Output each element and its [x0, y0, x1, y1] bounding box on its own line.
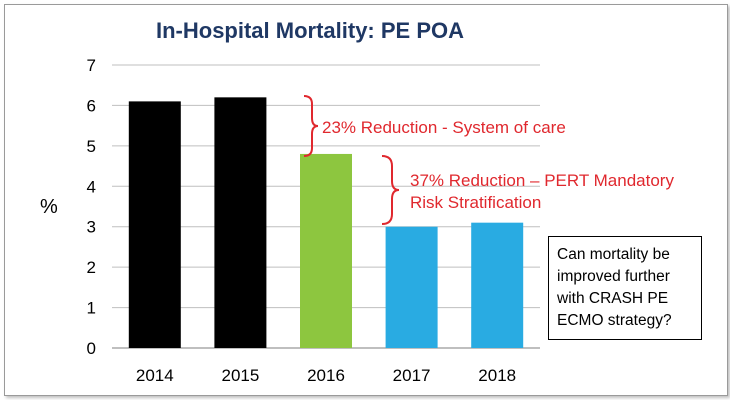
bar-2018	[471, 222, 524, 348]
brace-2015-2016	[303, 95, 319, 157]
y-tick-labels: 0 1 2 3 4 5 6 7	[87, 56, 96, 358]
y-tick-label-0: 0	[87, 339, 96, 358]
y-tick-label-6: 6	[87, 96, 96, 115]
chart-title: In-Hospital Mortality: PE POA	[155, 18, 465, 43]
bar-2016	[300, 153, 352, 348]
y-tick-label-4: 4	[87, 177, 96, 196]
callout-line-4: ECMO strategy?	[557, 312, 672, 329]
y-tick-label-5: 5	[87, 137, 96, 156]
bar-2015	[214, 97, 267, 348]
callout-line-3: with CRASH PE	[557, 290, 669, 307]
x-tick-label-2015: 2015	[221, 366, 259, 385]
y-tick-label-7: 7	[87, 56, 96, 75]
bar-2014	[128, 101, 181, 348]
y-axis-label: %	[40, 196, 58, 218]
brace-2016-2017	[381, 155, 400, 225]
x-tick-label-2016: 2016	[307, 366, 345, 385]
annotation-reduction-1-line-1: 23% Reduction - System of care	[322, 118, 566, 137]
bar-2017	[385, 226, 438, 348]
annotation-reduction-2-line-2: Risk Stratification	[410, 193, 541, 212]
y-tick-label-1: 1	[87, 299, 96, 318]
callout-line-1: Can mortality be	[557, 246, 670, 263]
annotations: 23% Reduction - System of care 37% Reduc…	[303, 95, 674, 225]
bars	[128, 97, 524, 348]
x-tick-labels: 2014 2015 2016 2017 2018	[136, 366, 516, 385]
callout-question-box: Can mortality be improved further with C…	[548, 236, 702, 340]
x-tick-label-2014: 2014	[136, 366, 174, 385]
x-tick-label-2017: 2017	[393, 366, 431, 385]
y-tick-label-2: 2	[87, 258, 96, 277]
y-tick-label-3: 3	[87, 218, 96, 237]
annotation-reduction-2-line-1: 37% Reduction – PERT Mandatory	[410, 171, 674, 190]
callout-line-2: improved further	[557, 268, 670, 285]
x-tick-label-2018: 2018	[478, 366, 516, 385]
